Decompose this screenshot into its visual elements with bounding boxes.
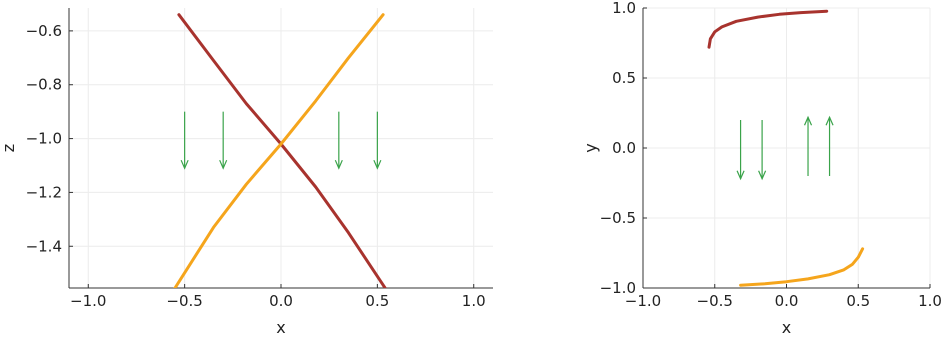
x-axis-label: x [782,318,791,337]
series-line-1 [173,13,385,288]
x-tick-label: 0.0 [269,292,293,310]
y-axis-label: y [581,143,600,152]
xy-projection-plot: −1.0 −0.5 0.0 0.5 1.0 1.0 0.5 0.0 −0.5 −1.0 x y [581,0,942,337]
y-axis-label: z [0,144,18,152]
x-tick-label: −0.5 [166,292,202,310]
arrow-head [373,159,382,170]
plot-area [173,13,387,288]
series-line-0 [707,9,829,49]
x-tick-label: −1.0 [625,292,661,310]
arrow-head [803,115,813,126]
xz-projection-plot: −1.0 −0.5 0.0 0.5 1.0 −0.6 −0.8 −1.0 −1.2 −1.4 x z [0,8,493,337]
arrow-head [736,170,745,181]
y-tick-label: −0.5 [600,209,636,227]
x-axis-label: x [276,318,285,337]
plot-area [707,9,865,287]
y-tick-label: −1.0 [600,279,636,297]
x-tick-label: −0.5 [697,292,733,310]
y-tick-label: −0.8 [26,76,62,94]
x-tick-label: 0.0 [775,292,799,310]
arrow-head [180,159,189,170]
arrow-head [334,159,343,170]
arrow-head [758,170,767,181]
y-tick-label: 0.0 [612,139,636,157]
x-tick-label: 1.0 [462,292,486,310]
series-line-1 [739,247,865,287]
y-tick-label: −0.6 [26,22,62,40]
series-line-0 [177,13,387,288]
x-tick-label: 1.0 [918,292,942,310]
x-tick-label: 0.5 [846,292,870,310]
y-tick-label: −1.2 [26,183,62,201]
y-tick-label: 1.0 [612,0,636,17]
y-tick-label: −1.0 [26,130,62,148]
y-tick-label: 0.5 [612,69,636,87]
x-tick-label: 0.5 [365,292,389,310]
x-tick-label: −1.0 [70,292,106,310]
arrow-head [825,115,834,126]
y-tick-label: −1.4 [26,237,62,255]
arrow-head [219,159,228,170]
